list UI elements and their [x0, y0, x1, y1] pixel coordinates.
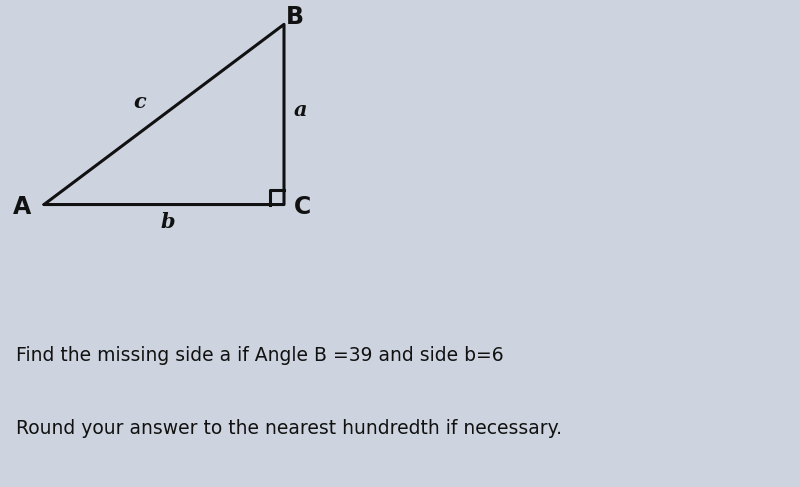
Text: C: C — [294, 195, 311, 219]
Text: B: B — [286, 5, 303, 29]
Text: c: c — [134, 92, 146, 112]
Text: Round your answer to the nearest hundredth if necessary.: Round your answer to the nearest hundred… — [16, 419, 562, 438]
Text: Find the missing side a if Angle B =39 and side b=6: Find the missing side a if Angle B =39 a… — [16, 346, 504, 365]
Text: a: a — [294, 99, 306, 120]
Text: b: b — [161, 211, 175, 232]
Text: A: A — [14, 195, 31, 219]
